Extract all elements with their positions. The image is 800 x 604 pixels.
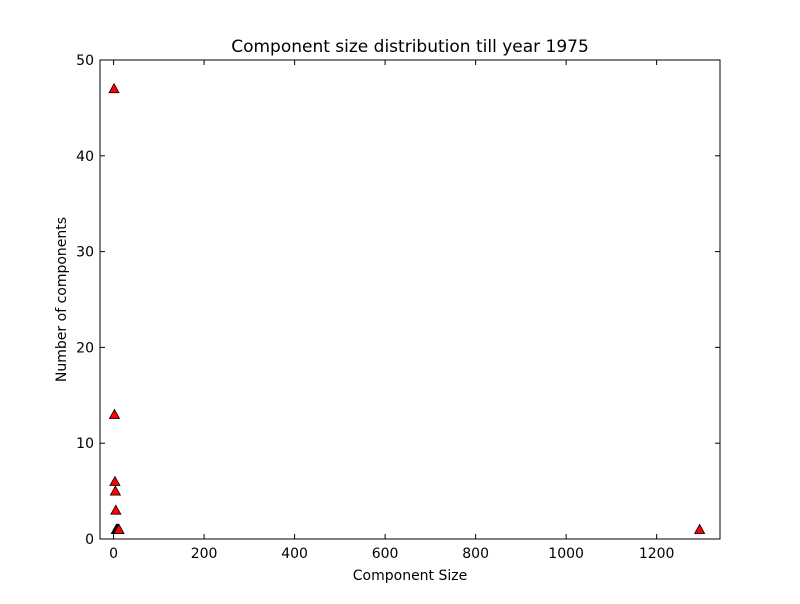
data-point bbox=[109, 475, 121, 486]
x-tick-label: 0 bbox=[109, 546, 118, 562]
x-tick-label: 400 bbox=[281, 546, 308, 562]
x-tick-label: 1200 bbox=[639, 546, 675, 562]
data-point bbox=[113, 523, 125, 534]
x-tick-label: 800 bbox=[462, 546, 489, 562]
x-tick-label: 200 bbox=[191, 546, 218, 562]
plot-area-frame bbox=[99, 59, 721, 540]
y-tick-label: 10 bbox=[76, 436, 94, 452]
data-point bbox=[109, 485, 122, 496]
y-tick-label: 30 bbox=[76, 245, 94, 261]
ticks-layer: 0 200 400 600 800 1000 1200 0 10 20 30 40 50 bbox=[76, 53, 720, 562]
x-tick-label: 1000 bbox=[548, 546, 584, 562]
data-point bbox=[108, 82, 120, 94]
y-axis-label: Number of components bbox=[54, 217, 70, 382]
chart-title: Component size distribution till year 19… bbox=[231, 37, 589, 57]
x-tick-label: 600 bbox=[372, 546, 399, 562]
y-tick-label: 40 bbox=[76, 149, 94, 165]
x-axis-label: Component Size bbox=[353, 568, 467, 584]
data-point bbox=[110, 504, 122, 515]
y-tick-label: 20 bbox=[76, 340, 94, 356]
y-tick-label: 0 bbox=[85, 532, 94, 548]
data-point bbox=[108, 408, 121, 419]
y-tick-label: 50 bbox=[76, 53, 94, 69]
data-point bbox=[693, 523, 706, 534]
points-layer bbox=[108, 82, 706, 534]
